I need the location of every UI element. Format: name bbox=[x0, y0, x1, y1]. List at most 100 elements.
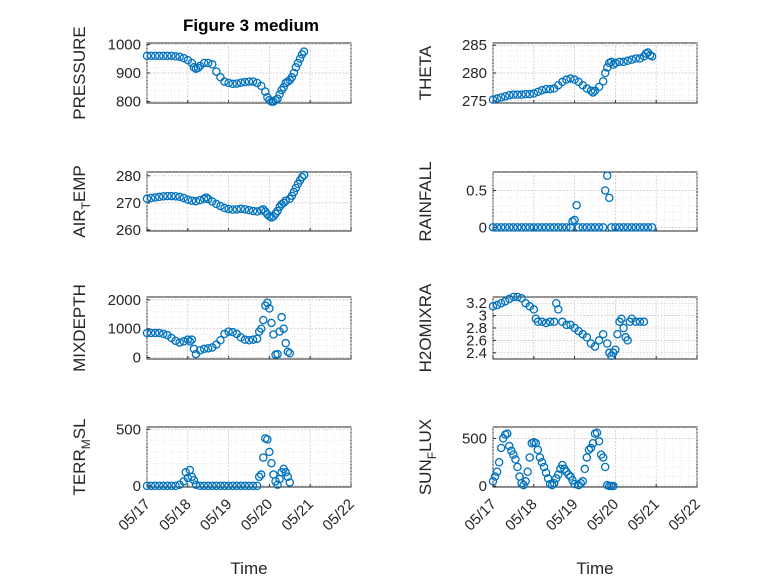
data-point bbox=[252, 481, 262, 491]
data-point bbox=[570, 479, 579, 489]
data-point bbox=[171, 192, 180, 201]
data-point bbox=[647, 52, 657, 61]
y-tick-label: 275 bbox=[462, 93, 487, 110]
data-point bbox=[232, 481, 242, 491]
data-point bbox=[265, 304, 274, 313]
data-point bbox=[150, 481, 160, 491]
data-point bbox=[582, 84, 592, 93]
data-point bbox=[602, 339, 612, 348]
subplot-6: 2.42.62.833.2 H2OMIXRA bbox=[416, 283, 698, 372]
data-point bbox=[537, 457, 547, 467]
data-point bbox=[545, 84, 555, 94]
data-point bbox=[496, 223, 506, 232]
data-point bbox=[525, 223, 534, 232]
data-point bbox=[183, 335, 193, 344]
data-point bbox=[236, 204, 246, 214]
data-point bbox=[142, 51, 152, 61]
data-point bbox=[631, 223, 641, 232]
data-point bbox=[171, 481, 180, 491]
data-point bbox=[543, 474, 553, 483]
data-point bbox=[163, 51, 172, 61]
y-tick-label: 3 bbox=[479, 308, 487, 325]
data-point bbox=[273, 480, 282, 489]
data-point bbox=[617, 314, 626, 323]
y-axis-label: H2OMIXRA bbox=[416, 283, 435, 372]
data-point bbox=[240, 481, 250, 491]
y-tick-label: 270 bbox=[116, 195, 141, 212]
y-tick-label: 0 bbox=[133, 350, 141, 367]
data-point bbox=[492, 223, 502, 232]
data-point bbox=[533, 445, 543, 455]
data-point bbox=[605, 193, 614, 203]
data-point bbox=[279, 198, 288, 208]
y-tick-label: 1000 bbox=[108, 36, 141, 53]
data-point bbox=[248, 77, 258, 86]
data-point bbox=[232, 205, 242, 214]
data-point bbox=[562, 223, 571, 232]
data-point bbox=[220, 77, 229, 86]
data-point bbox=[159, 481, 168, 491]
y-tick-label: 2.8 bbox=[466, 320, 487, 337]
data-point bbox=[244, 205, 254, 215]
y-tick-label: 280 bbox=[462, 65, 487, 82]
data-point bbox=[554, 305, 563, 314]
data-point bbox=[299, 170, 309, 180]
subplot-8: 05/17 05/18 05/19 05/20 05/21 05/22 0 500 SUNFLU… bbox=[416, 419, 704, 578]
data-point bbox=[175, 338, 184, 347]
data-point bbox=[541, 468, 551, 477]
data-point bbox=[185, 337, 195, 346]
data-point bbox=[635, 54, 645, 63]
y-tick-label: 800 bbox=[116, 94, 141, 111]
figure-title: Figure 3 medium bbox=[183, 16, 319, 35]
data-point bbox=[171, 52, 180, 61]
data-point bbox=[277, 312, 286, 322]
axes-box bbox=[492, 171, 698, 232]
data-point bbox=[570, 215, 579, 225]
data-point bbox=[187, 196, 197, 205]
data-point bbox=[273, 206, 282, 216]
data-point bbox=[203, 58, 213, 68]
data-point bbox=[594, 437, 604, 446]
data-point bbox=[598, 223, 608, 232]
data-point bbox=[521, 89, 530, 99]
y-tick-label: 285 bbox=[462, 37, 487, 54]
data-point bbox=[256, 81, 266, 91]
data-point bbox=[490, 472, 500, 481]
x-axis-label: Time bbox=[576, 559, 613, 578]
y-tick-label: 280 bbox=[116, 168, 141, 185]
data-point bbox=[554, 470, 563, 479]
data-point bbox=[564, 470, 573, 479]
data-point bbox=[199, 481, 209, 491]
data-point bbox=[154, 51, 164, 61]
subplot-4: 0 0.5 RAINFALL bbox=[416, 161, 698, 242]
data-point bbox=[554, 223, 563, 232]
y-tick-label: 3.2 bbox=[466, 295, 487, 312]
data-point bbox=[142, 194, 152, 204]
data-point bbox=[584, 445, 594, 455]
data-point bbox=[505, 441, 514, 451]
data-point bbox=[600, 186, 610, 195]
subplot-5: 0 1000 2000 MIXDEPTH bbox=[70, 284, 352, 372]
data-point bbox=[167, 51, 176, 61]
data-point bbox=[236, 481, 246, 491]
data-point bbox=[582, 223, 592, 232]
data-point bbox=[600, 462, 610, 472]
data-point bbox=[159, 51, 168, 61]
data-point bbox=[541, 318, 551, 328]
data-point bbox=[281, 468, 290, 477]
data-point bbox=[627, 223, 636, 232]
subplot-7: 05/17 05/18 05/19 05/20 05/21 05/22 0 500 TERRMS… bbox=[70, 418, 358, 578]
data-point bbox=[547, 480, 557, 490]
data-point bbox=[541, 223, 551, 232]
data-point bbox=[615, 57, 624, 67]
subplot-3: 260 270 280 AIRTEMP bbox=[70, 165, 352, 239]
data-point bbox=[639, 223, 649, 232]
data-point bbox=[503, 429, 512, 438]
data-point bbox=[281, 196, 290, 205]
data-point bbox=[500, 223, 510, 232]
data-point bbox=[590, 342, 600, 351]
data-point bbox=[525, 89, 534, 99]
data-point bbox=[163, 481, 172, 491]
data-point bbox=[586, 443, 596, 453]
data-point bbox=[167, 481, 176, 491]
